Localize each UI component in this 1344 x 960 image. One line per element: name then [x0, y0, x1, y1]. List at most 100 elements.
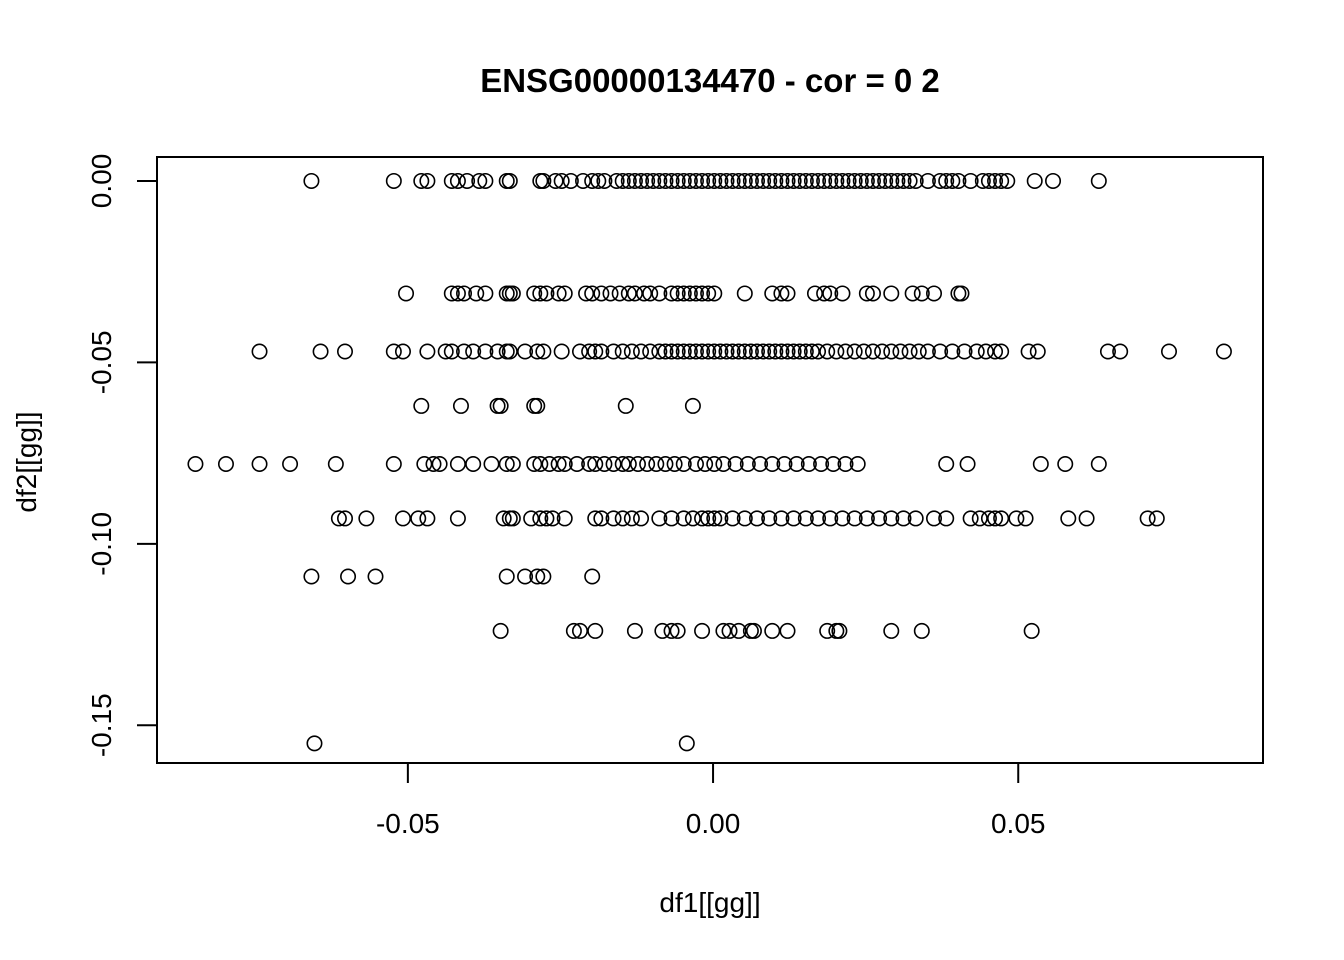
data-point — [303, 568, 320, 585]
data-point — [767, 343, 784, 360]
data-point — [919, 172, 936, 189]
data-point — [413, 397, 430, 414]
data-point — [748, 343, 765, 360]
data-point — [712, 172, 729, 189]
data-point — [504, 510, 521, 527]
data-point — [605, 455, 622, 472]
data-point — [1090, 172, 1107, 189]
data-point — [999, 172, 1016, 189]
data-point — [556, 510, 573, 527]
data-point — [852, 172, 869, 189]
data-point — [529, 343, 546, 360]
data-point — [1045, 172, 1062, 189]
data-point — [1099, 343, 1116, 360]
data-point — [669, 622, 686, 639]
data-point — [465, 455, 482, 472]
data-point — [626, 285, 643, 302]
data-point — [468, 285, 485, 302]
data-point — [596, 455, 613, 472]
data-point — [553, 343, 570, 360]
data-point — [529, 397, 546, 414]
data-point — [697, 455, 714, 472]
data-point — [837, 455, 854, 472]
data-point — [1090, 455, 1107, 472]
data-point — [251, 455, 268, 472]
data-point — [584, 285, 601, 302]
data-point — [773, 172, 790, 189]
data-point — [706, 343, 723, 360]
data-point — [715, 455, 732, 472]
data-point — [443, 285, 460, 302]
data-point — [394, 343, 411, 360]
data-point — [593, 343, 610, 360]
data-point — [593, 510, 610, 527]
data-point — [477, 172, 494, 189]
data-point — [538, 285, 555, 302]
data-point — [431, 455, 448, 472]
data-point — [312, 343, 329, 360]
data-point — [602, 285, 619, 302]
data-point — [526, 397, 543, 414]
data-point — [767, 172, 784, 189]
data-point — [642, 285, 659, 302]
data-point — [327, 455, 344, 472]
data-point — [663, 172, 680, 189]
data-point — [657, 172, 674, 189]
data-point — [819, 343, 836, 360]
y-axis: 0.00 -0.05 -0.10 -0.15 — [86, 154, 158, 757]
data-point — [532, 285, 549, 302]
data-point — [620, 455, 637, 472]
data-point — [538, 510, 555, 527]
data-point — [779, 172, 796, 189]
data-point — [529, 568, 546, 585]
data-point — [419, 510, 436, 527]
data-point — [419, 172, 436, 189]
data-point — [834, 510, 851, 527]
data-point — [544, 510, 561, 527]
data-point — [663, 510, 680, 527]
data-point — [974, 172, 991, 189]
data-point — [761, 510, 778, 527]
data-point — [1020, 343, 1037, 360]
data-point — [889, 172, 906, 189]
data-point — [977, 343, 994, 360]
data-point — [456, 343, 473, 360]
data-point — [694, 343, 711, 360]
data-point — [477, 285, 494, 302]
data-point — [950, 172, 967, 189]
data-point — [748, 172, 765, 189]
data-point — [633, 510, 650, 527]
data-point — [584, 172, 601, 189]
data-point — [831, 622, 848, 639]
data-point — [587, 343, 604, 360]
data-point — [501, 285, 518, 302]
data-point — [251, 343, 268, 360]
data-point — [687, 455, 704, 472]
data-point — [736, 172, 753, 189]
data-point — [926, 510, 943, 527]
data-point — [828, 343, 845, 360]
data-point — [492, 622, 509, 639]
data-point — [785, 510, 802, 527]
data-point — [785, 172, 802, 189]
data-point — [962, 172, 979, 189]
data-point — [764, 455, 781, 472]
data-point — [535, 568, 552, 585]
data-point — [1112, 343, 1129, 360]
data-point — [663, 343, 680, 360]
data-point — [816, 172, 833, 189]
data-point — [721, 622, 738, 639]
x-tick-label: -0.05 — [376, 808, 440, 839]
data-point — [810, 343, 827, 360]
data-points — [187, 172, 1232, 752]
data-point — [605, 343, 622, 360]
data-point — [614, 172, 631, 189]
data-point — [620, 172, 637, 189]
data-point — [1139, 510, 1156, 527]
data-point — [449, 172, 466, 189]
data-point — [340, 568, 357, 585]
data-point — [993, 343, 1010, 360]
data-point — [675, 285, 692, 302]
data-point — [614, 343, 631, 360]
